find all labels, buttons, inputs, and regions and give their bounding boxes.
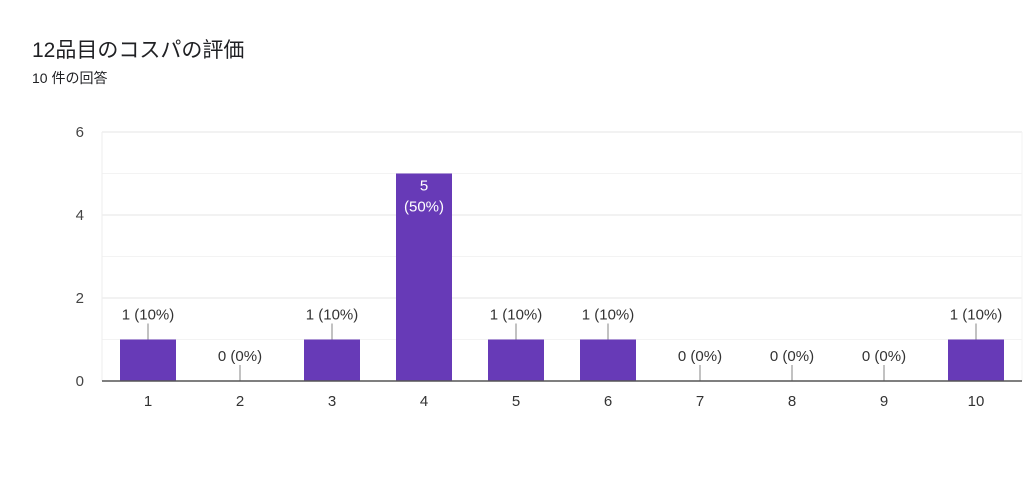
data-label: 5: [420, 178, 428, 195]
y-tick-label: 6: [76, 124, 84, 141]
bar: [120, 339, 176, 381]
x-tick-label: 6: [604, 393, 612, 410]
x-tick-label: 9: [880, 393, 888, 410]
bar: [488, 339, 544, 381]
x-tick-label: 2: [236, 393, 244, 410]
x-tick-label: 5: [512, 393, 520, 410]
x-tick-label: 1: [144, 393, 152, 410]
data-label: 0 (0%): [862, 348, 906, 365]
x-tick-label: 10: [968, 393, 985, 410]
data-label: 0 (0%): [678, 348, 722, 365]
x-tick-label: 4: [420, 393, 428, 410]
data-label: 1 (10%): [122, 307, 175, 324]
data-label: (50%): [404, 199, 444, 216]
data-label: 1 (10%): [306, 307, 359, 324]
bar: [580, 339, 636, 381]
bar: [304, 339, 360, 381]
data-label: 1 (10%): [582, 307, 635, 324]
response-count: 10 件の回答: [32, 70, 108, 86]
data-label: 0 (0%): [770, 348, 814, 365]
x-tick-label: 7: [696, 393, 704, 410]
bar: [948, 339, 1004, 381]
chart-title: 12品目のコスパの評価: [32, 39, 245, 62]
y-tick-label: 4: [76, 207, 84, 224]
x-tick-label: 3: [328, 393, 336, 410]
data-label: 1 (10%): [950, 307, 1003, 324]
x-tick-label: 8: [788, 393, 796, 410]
data-label: 1 (10%): [490, 307, 543, 324]
y-tick-label: 0: [76, 373, 84, 390]
data-label: 0 (0%): [218, 348, 262, 365]
bar: [396, 173, 452, 381]
y-tick-label: 2: [76, 290, 84, 307]
